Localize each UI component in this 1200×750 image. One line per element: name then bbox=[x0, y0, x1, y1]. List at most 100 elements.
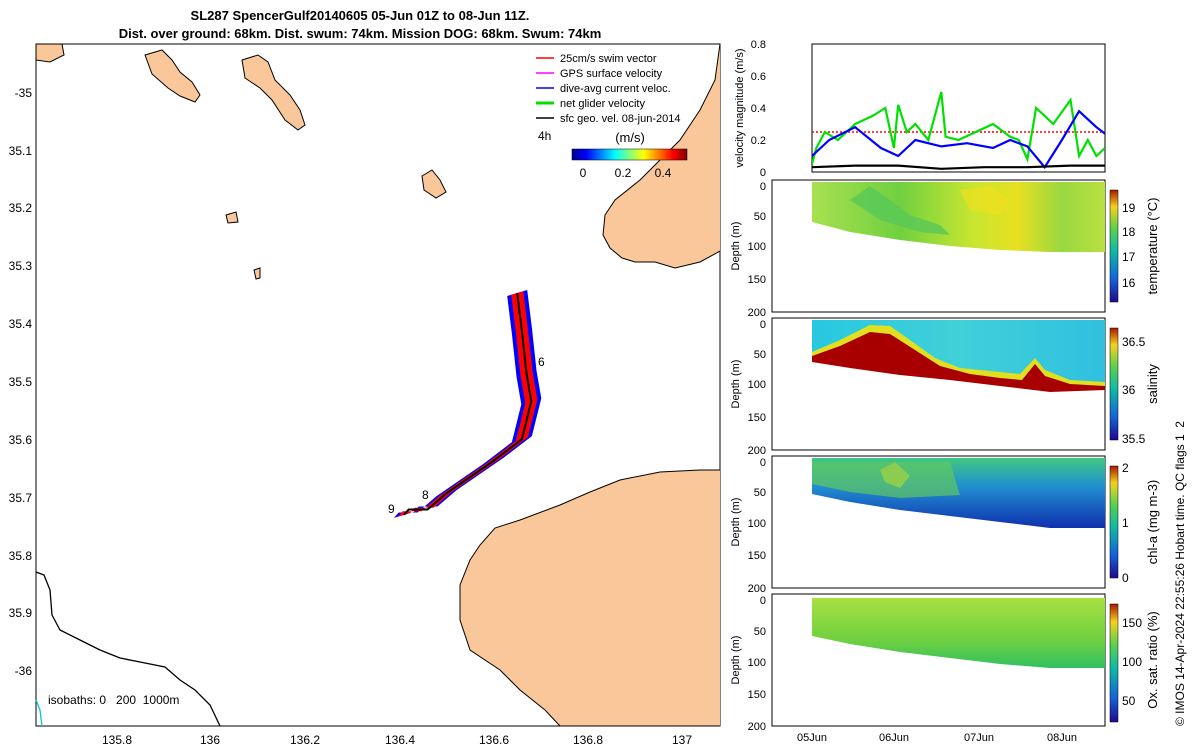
temperature-colorbar bbox=[1109, 189, 1119, 303]
salinity-colorbar bbox=[1109, 327, 1119, 441]
map-x-tick-label: 136.4 bbox=[385, 733, 415, 747]
chlorophyll-upper-mix bbox=[812, 462, 960, 498]
map-y-tick-label: 35.1 bbox=[9, 144, 33, 158]
map-y-tick-label: 35.4 bbox=[9, 317, 33, 331]
chlorophyll-colorbar bbox=[1109, 465, 1119, 579]
velocity-y-label: velocity magnitude (m/s) bbox=[734, 48, 746, 167]
velocity-y-tick: 0.4 bbox=[751, 103, 766, 115]
salinity-y-tick: 200 bbox=[748, 445, 766, 457]
salinity-cbar-tick: 36.5 bbox=[1122, 335, 1146, 349]
colorbar-tick-label: 0.2 bbox=[615, 166, 632, 180]
velocity-series-line bbox=[812, 91, 1105, 165]
salinity-y-tick: 50 bbox=[754, 349, 766, 361]
current-velocity-swath bbox=[393, 290, 542, 518]
time-label: 4h bbox=[538, 129, 551, 143]
legend-label: GPS surface velocity bbox=[560, 68, 663, 80]
map-y-tick-label: 35.8 bbox=[9, 549, 33, 563]
salinity-panel: 35.5 36 36.5 salinity 0 50 100 150 200 D… bbox=[730, 317, 1160, 457]
oxygen-y-tick: 50 bbox=[754, 626, 766, 638]
time-x-tick: 05Jun bbox=[797, 732, 827, 744]
time-x-tick: 08Jun bbox=[1047, 732, 1077, 744]
colorbar-tick-label: 0.4 bbox=[655, 166, 672, 180]
oxygen-panel: 50 100 150 Ox. sat. ratio (%) 0 50 100 1… bbox=[730, 593, 1160, 744]
oxygen-cbar-tick: 50 bbox=[1122, 694, 1136, 708]
temperature-cold-patch bbox=[850, 186, 950, 235]
temperature-warm-patch bbox=[960, 186, 1010, 215]
map-x-tick-label: 137 bbox=[672, 733, 692, 747]
velocity-y-tick: 0 bbox=[760, 167, 766, 179]
map-y-ticks: -35 35.1 35.2 35.3 35.4 35.5 35.6 35.7 3… bbox=[9, 86, 33, 678]
map-y-tick-label: 35.7 bbox=[9, 491, 33, 505]
map-x-tick-label: 136 bbox=[200, 733, 220, 747]
chlorophyll-cbar-label: chl-a (mg m-3) bbox=[1145, 480, 1160, 565]
figure-title-line1: SL287 SpencerGulf20140605 05-Jun 01Z to … bbox=[190, 8, 530, 23]
velocity-series-line bbox=[812, 164, 1105, 170]
land-island-1 bbox=[241, 54, 306, 131]
time-x-tick: 07Jun bbox=[964, 732, 994, 744]
oxygen-y-tick: 150 bbox=[748, 689, 766, 701]
oxygen-cbar-tick: 150 bbox=[1122, 616, 1142, 630]
temperature-y-tick: 150 bbox=[748, 274, 766, 286]
velocity-panel: 0 0.2 0.4 0.6 0.8 velocity magnitude (m/… bbox=[734, 39, 1106, 179]
oxygen-y-label: Depth (m) bbox=[730, 636, 742, 685]
salinity-cbar-tick: 36 bbox=[1122, 383, 1136, 397]
map-y-tick-label: 35.3 bbox=[9, 259, 33, 273]
temperature-cbar-tick: 19 bbox=[1122, 201, 1136, 215]
map-legend: 25cm/s swim vector GPS surface velocity di… bbox=[536, 53, 688, 180]
salinity-cbar-tick: 35.5 bbox=[1122, 432, 1146, 446]
map-x-ticks: 135.8 136 136.2 136.4 136.6 136.8 137 bbox=[102, 733, 692, 747]
oxygen-field bbox=[812, 598, 1105, 668]
time-x-tick: 06Jun bbox=[879, 732, 909, 744]
isobath-line-southwest bbox=[35, 699, 43, 727]
velocity-lines bbox=[812, 91, 1105, 170]
chlorophyll-cbar-tick: 1 bbox=[1122, 516, 1129, 530]
map-x-tick-label: 136.6 bbox=[479, 733, 509, 747]
velocity-y-tick: 0.2 bbox=[751, 135, 766, 147]
legend-label: net glider velocity bbox=[560, 98, 645, 110]
land-island-6 bbox=[253, 267, 261, 280]
chlorophyll-y-tick: 0 bbox=[760, 457, 766, 469]
map-y-tick-label: -35 bbox=[15, 86, 33, 100]
chlorophyll-y-tick: 200 bbox=[748, 583, 766, 595]
salinity-y-tick: 100 bbox=[748, 379, 766, 391]
salinity-cbar-label: salinity bbox=[1145, 364, 1160, 404]
temperature-y-tick: 200 bbox=[748, 307, 766, 319]
legend-label: 25cm/s swim vector bbox=[560, 53, 657, 65]
salinity-y-tick: 150 bbox=[748, 412, 766, 424]
map-y-tick-label: 35.5 bbox=[9, 375, 33, 389]
figure-title-line2: Dist. over ground: 68km. Dist. swum: 74k… bbox=[118, 26, 602, 41]
legend-label: dive-avg current veloc. bbox=[560, 83, 671, 95]
chlorophyll-y-label: Depth (m) bbox=[730, 498, 742, 547]
temperature-y-label: Depth (m) bbox=[730, 222, 742, 271]
salinity-field-deep bbox=[812, 332, 1105, 392]
temperature-cbar-tick: 18 bbox=[1122, 225, 1136, 239]
velocity-y-tick: 0.8 bbox=[751, 39, 766, 51]
oxygen-y-tick: 0 bbox=[760, 595, 766, 607]
land-island-2 bbox=[144, 49, 201, 103]
map-x-tick-label: 136.2 bbox=[290, 733, 320, 747]
glider-track-group bbox=[393, 290, 542, 518]
oxygen-cbar-tick: 100 bbox=[1122, 655, 1142, 669]
map-y-tick-label: 35.2 bbox=[9, 201, 33, 215]
depth-panels: 16 17 18 19 temperature (°C) 0 50 100 15… bbox=[730, 179, 1160, 744]
chlorophyll-y-tick: 150 bbox=[748, 550, 766, 562]
map-land-group bbox=[36, 44, 720, 726]
temperature-cbar-label: temperature (°C) bbox=[1145, 198, 1160, 295]
salinity-y-tick: 0 bbox=[760, 319, 766, 331]
map-y-tick-label: 35.9 bbox=[9, 606, 33, 620]
map-x-tick-label: 136.8 bbox=[573, 733, 603, 747]
land-island-5 bbox=[225, 211, 239, 224]
oxygen-y-tick: 200 bbox=[748, 721, 766, 733]
land-island-4 bbox=[421, 169, 447, 199]
chlorophyll-cbar-tick: 0 bbox=[1122, 571, 1129, 585]
salinity-y-label: Depth (m) bbox=[730, 360, 742, 409]
swim-vector-swath bbox=[397, 291, 538, 517]
oxygen-y-tick: 100 bbox=[748, 657, 766, 669]
temperature-y-tick: 0 bbox=[760, 181, 766, 193]
day-label-9: 9 bbox=[388, 502, 395, 516]
day-label-6: 6 bbox=[538, 355, 545, 369]
velocity-series-line bbox=[812, 109, 1105, 170]
glider-track-line bbox=[403, 292, 533, 516]
map-panel: 135.8 136 136.2 136.4 136.6 136.8 137 -3… bbox=[9, 43, 721, 747]
temperature-panel: 16 17 18 19 temperature (°C) 0 50 100 15… bbox=[730, 179, 1160, 319]
